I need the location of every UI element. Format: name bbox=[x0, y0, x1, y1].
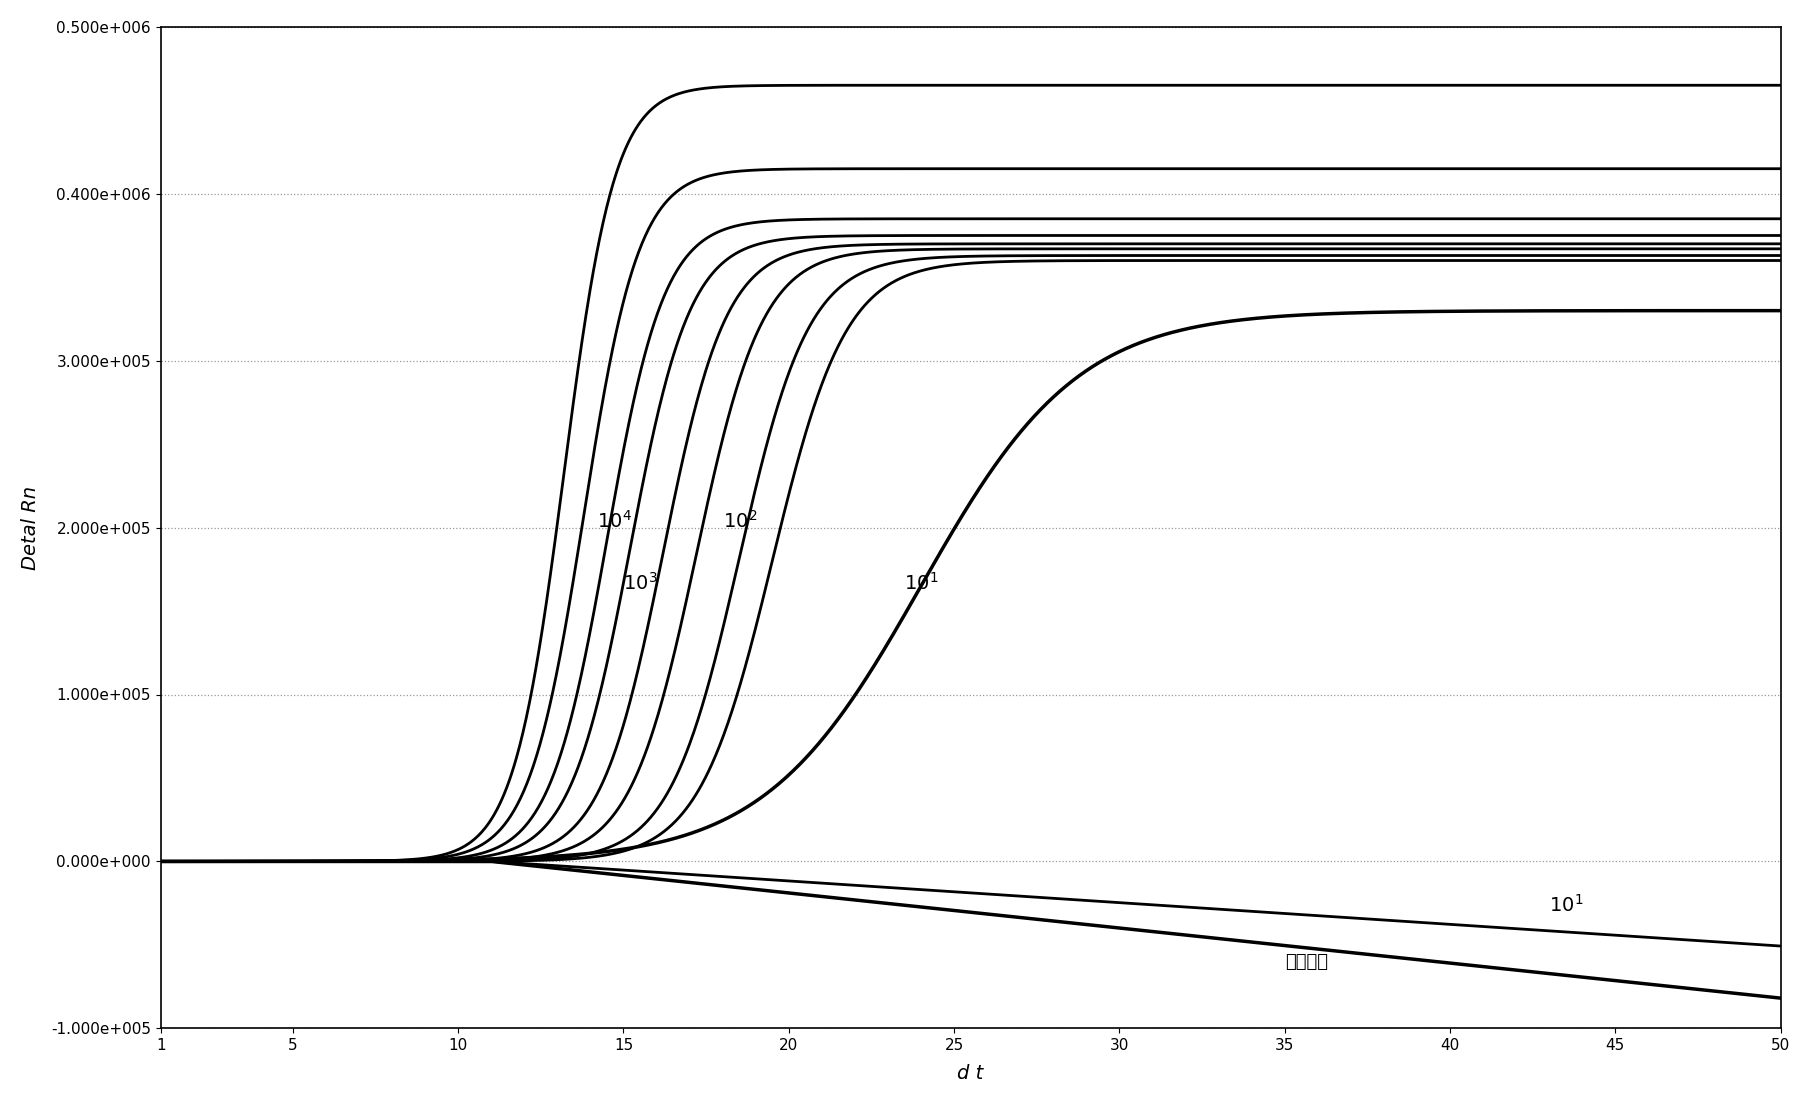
Text: 阴性对照: 阴性对照 bbox=[1284, 953, 1327, 970]
Text: $10^3$: $10^3$ bbox=[623, 572, 657, 593]
Text: $10^1$: $10^1$ bbox=[1548, 893, 1583, 915]
Y-axis label: Detal Rn: Detal Rn bbox=[22, 486, 40, 570]
Text: $10^2$: $10^2$ bbox=[723, 510, 757, 532]
X-axis label: d t: d t bbox=[958, 1064, 983, 1083]
Text: $10^4$: $10^4$ bbox=[598, 510, 632, 532]
Text: $10^1$: $10^1$ bbox=[904, 572, 938, 593]
